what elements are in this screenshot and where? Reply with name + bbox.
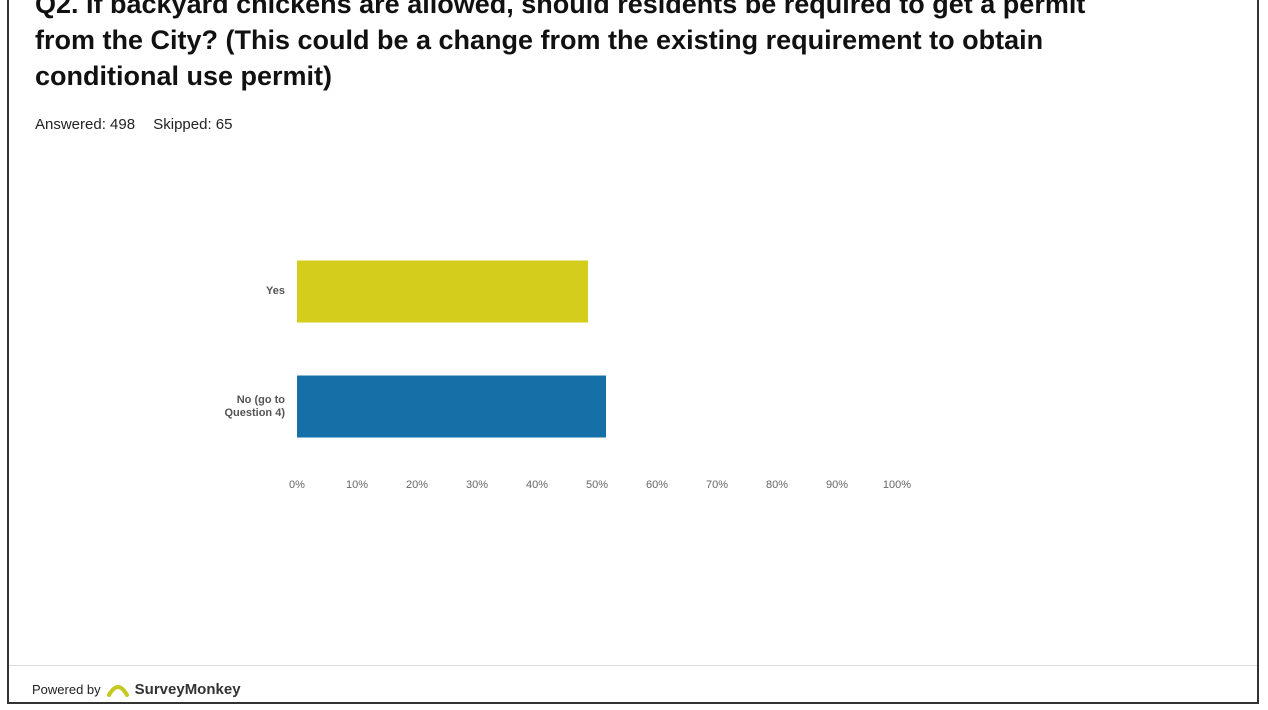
x-tick-label: 90% bbox=[826, 479, 848, 491]
bar bbox=[297, 375, 606, 438]
x-tick-label: 80% bbox=[766, 479, 788, 491]
skipped: Skipped: 65 bbox=[153, 116, 233, 133]
summary: Answered: 498 Skipped: 65 bbox=[35, 116, 246, 133]
footer-rule bbox=[9, 665, 1257, 666]
y-tick-label: No (go to Question 4) bbox=[224, 393, 285, 419]
x-tick-label: 20% bbox=[406, 479, 428, 491]
powered-by: Powered by bbox=[32, 682, 101, 697]
x-tick-label: 10% bbox=[346, 479, 368, 491]
brand: SurveyMonkey bbox=[134, 681, 241, 698]
x-tick-label: 60% bbox=[646, 479, 668, 491]
x-tick-label: 40% bbox=[526, 479, 548, 491]
frame bbox=[7, 0, 1259, 704]
logo bbox=[106, 684, 129, 697]
x-tick-label: 100% bbox=[883, 479, 911, 491]
y-tick-label: Yes bbox=[266, 285, 285, 297]
x-tick-label: 70% bbox=[706, 479, 728, 491]
chart: 0% 10% 20% 30% 40% 50% 60% 70% 80% 90% 100% bbox=[289, 260, 911, 491]
chart-title: Q2. If backyard chickens are allowed, sh… bbox=[35, 0, 1086, 91]
x-tick-label: 50% bbox=[586, 479, 608, 491]
bar bbox=[297, 260, 588, 323]
answered: Answered: 498 bbox=[35, 116, 136, 133]
footer: Powered by SurveyMonkey bbox=[32, 681, 241, 698]
x-tick-label: 0% bbox=[289, 479, 305, 491]
x-tick-label: 30% bbox=[466, 479, 488, 491]
